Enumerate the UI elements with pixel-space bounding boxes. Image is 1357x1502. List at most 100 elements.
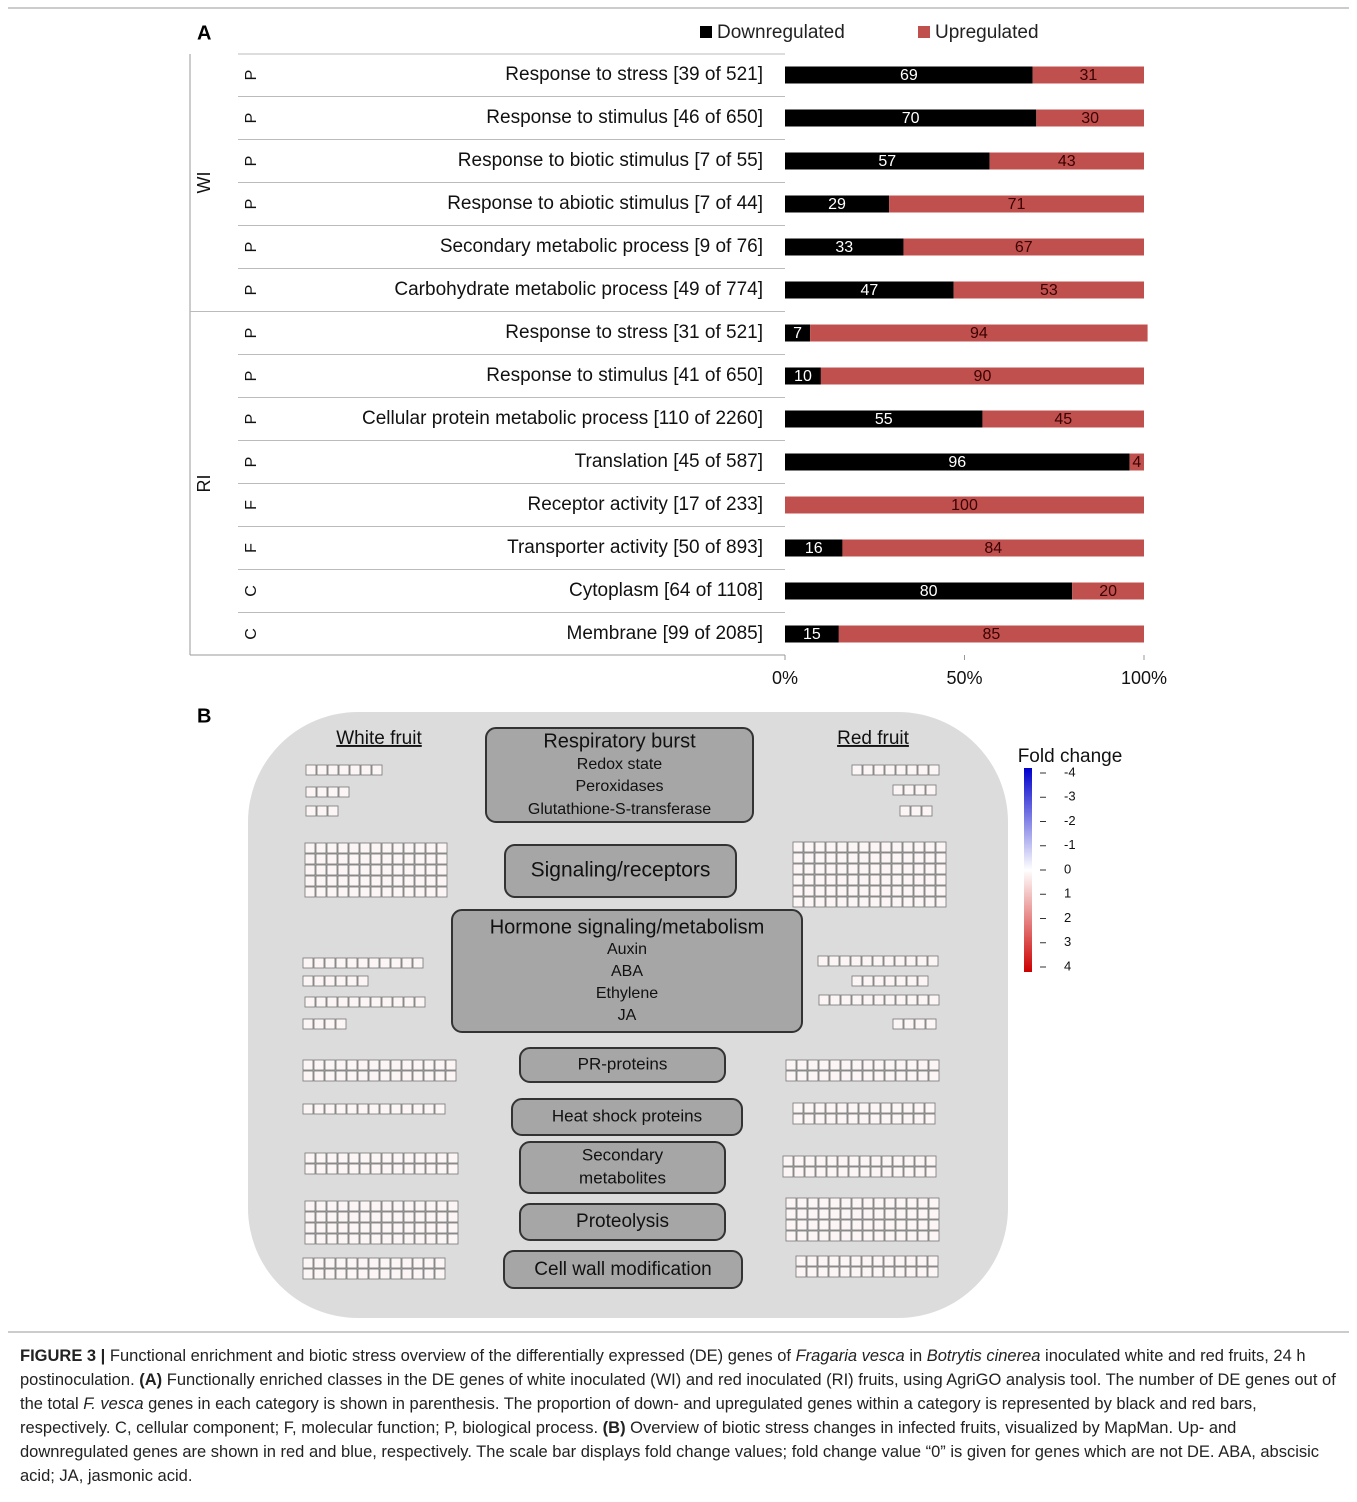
heatmap-cell [796, 1219, 808, 1231]
heatmap-cell [891, 841, 903, 853]
process-box [503, 1250, 743, 1289]
heatmap-cell [379, 1257, 391, 1269]
heatmap-cell [425, 1163, 437, 1175]
heatmap-cell [401, 1059, 413, 1071]
heatmap-cell [434, 1070, 446, 1082]
bar-segment [785, 367, 821, 385]
bar-segment [785, 195, 890, 213]
caption-part: inoculated white and red fruits, 24 h po… [20, 1347, 1306, 1389]
heatmap-cell [905, 1255, 917, 1267]
value-label: 94 [970, 325, 988, 342]
heatmap-cell [840, 1219, 852, 1231]
heatmap-cell [403, 996, 415, 1008]
heatmap-cell [327, 786, 339, 798]
value-label: 96 [948, 454, 966, 471]
process-box [519, 1047, 726, 1083]
heatmap-cell [370, 1163, 382, 1175]
process-label: Glutathione-S-transferase [528, 801, 711, 818]
heatmap-cell [880, 841, 892, 853]
heatmap-cell [839, 955, 851, 967]
value-label: 71 [1008, 196, 1026, 213]
heatmap-cell [895, 1208, 907, 1220]
heatmap-cell [348, 1222, 360, 1234]
heatmap-cell [818, 994, 830, 1006]
ontology-label: P [243, 285, 260, 296]
ontology-label: P [243, 113, 260, 124]
caption-part: (B) [602, 1419, 626, 1437]
heatmap-cell [315, 842, 327, 854]
heatmap-cell [851, 764, 863, 776]
heatmap-cell [825, 863, 837, 875]
heatmap-cell [359, 853, 371, 865]
heatmap-cell [401, 1103, 413, 1115]
heatmap-cell [447, 1200, 459, 1212]
caption-part: (A) [139, 1371, 163, 1389]
category-label: Translation [45 of 587] [575, 451, 763, 472]
heatmap-cell [324, 1059, 336, 1071]
bar-segment [1032, 66, 1144, 84]
category-label: Membrane [99 of 2085] [567, 623, 763, 644]
heatmap-cell [881, 1166, 893, 1178]
process-label: Hormone signaling/metabolism [490, 916, 765, 938]
heatmap-cell [851, 1230, 863, 1242]
heatmap-cell [359, 842, 371, 854]
heatmap-cell [348, 1152, 360, 1164]
heatmap-cell [436, 1152, 448, 1164]
heatmap-cell [847, 1113, 859, 1125]
heatmap-cell [425, 1211, 437, 1223]
heatmap-cell [423, 1257, 435, 1269]
heatmap-cell [324, 975, 336, 987]
heatmap-cell [401, 1268, 413, 1280]
heatmap-cell [917, 1219, 929, 1231]
ontology-label: P [243, 457, 260, 468]
heatmap-cell [848, 1166, 860, 1178]
heatmap-cell [447, 1222, 459, 1234]
heatmap-cell [928, 1197, 940, 1209]
heatmap-cell [436, 842, 448, 854]
bar-segment [842, 539, 1144, 557]
heatmap-cell [326, 1163, 338, 1175]
heatmap-cell [873, 1070, 885, 1082]
heatmap-cell [916, 1255, 928, 1267]
heatmap-cell [847, 885, 859, 897]
heatmap-cell [928, 1070, 940, 1082]
heatmap-cell [792, 896, 804, 908]
value-label: 4 [1132, 454, 1141, 471]
heatmap-cell [818, 1197, 830, 1209]
value-label: 100 [951, 497, 978, 514]
heatmap-cell [359, 886, 371, 898]
heatmap-cell [836, 885, 848, 897]
heatmap-cell [348, 996, 360, 1008]
heatmap-cell [302, 975, 314, 987]
heatmap-cell [924, 1102, 936, 1114]
heatmap-cell [884, 1197, 896, 1209]
caption-part: Overview of biotic stress changes in inf… [20, 1419, 1320, 1485]
heatmap-cell [913, 896, 925, 908]
bar-segment [785, 625, 839, 643]
bar-segment [810, 324, 1148, 342]
column-title: Red fruit [837, 728, 910, 749]
heatmap-cell [917, 764, 929, 776]
heatmap-cell [903, 1155, 915, 1167]
heatmap-cell [803, 841, 815, 853]
heatmap-cell [326, 1200, 338, 1212]
heatmap-cell [302, 1257, 314, 1269]
heatmap-cell [913, 863, 925, 875]
heatmap-cell [381, 1200, 393, 1212]
heatmap-cell [818, 1230, 830, 1242]
heatmap-cell [434, 1257, 446, 1269]
heatmap-cell [836, 1113, 848, 1125]
heatmap-cell [370, 842, 382, 854]
heatmap-cell [818, 1070, 830, 1082]
heatmap-cell [796, 1197, 808, 1209]
heatmap-cell [917, 1230, 929, 1242]
heatmap-cell [348, 1233, 360, 1245]
heatmap-cell [829, 1070, 841, 1082]
heatmap-cell [935, 874, 947, 886]
heatmap-cell [305, 805, 317, 817]
heatmap-cell [884, 764, 896, 776]
caption-part: Functionally enriched classes in the DE … [20, 1371, 1336, 1413]
heatmap-cell [928, 1230, 940, 1242]
process-label: Ethylene [596, 985, 658, 1002]
heatmap-cell [851, 975, 863, 987]
